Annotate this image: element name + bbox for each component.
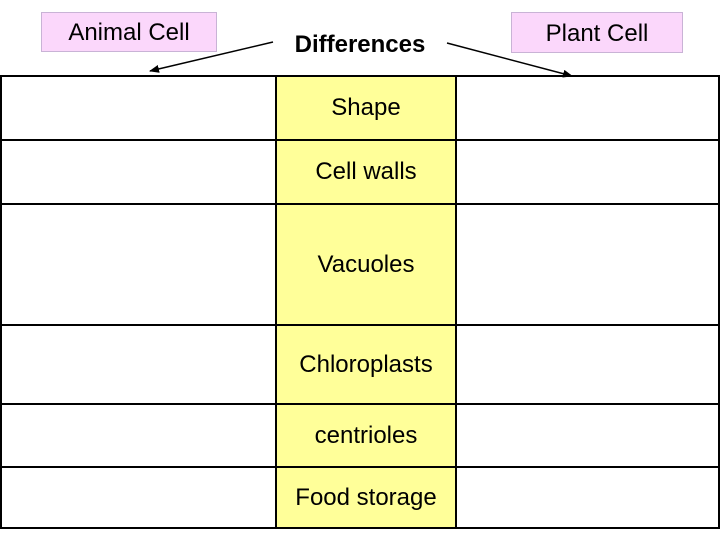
- difference-label: Chloroplasts: [277, 326, 457, 403]
- difference-label: Shape: [277, 77, 457, 139]
- plant-cell-entry: [457, 141, 718, 203]
- difference-label: centrioles: [277, 405, 457, 466]
- animal-cell-entry: [2, 326, 277, 403]
- difference-label: Vacuoles: [277, 205, 457, 324]
- table-row: Vacuoles: [2, 203, 718, 324]
- animal-cell-entry: [2, 77, 277, 139]
- animal-cell-entry: [2, 205, 277, 324]
- difference-label: Cell walls: [277, 141, 457, 203]
- plant-cell-entry: [457, 326, 718, 403]
- plant-cell-entry: [457, 77, 718, 139]
- plant-cell-entry: [457, 405, 718, 466]
- plant-cell-entry: [457, 468, 718, 527]
- animal-cell-entry: [2, 468, 277, 527]
- table-row: Chloroplasts: [2, 324, 718, 403]
- table-row: Food storage: [2, 466, 718, 527]
- plant-cell-header: Plant Cell: [511, 12, 683, 53]
- plant-cell-entry: [457, 205, 718, 324]
- differences-title: Differences: [294, 31, 426, 58]
- comparison-table: Shape Cell walls Vacuoles Chloroplasts c…: [0, 75, 720, 529]
- animal-cell-entry: [2, 141, 277, 203]
- table-row: centrioles: [2, 403, 718, 466]
- animal-cell-header: Animal Cell: [41, 12, 217, 52]
- table-row: Shape: [2, 77, 718, 139]
- table-row: Cell walls: [2, 139, 718, 203]
- animal-cell-entry: [2, 405, 277, 466]
- difference-label: Food storage: [277, 468, 457, 527]
